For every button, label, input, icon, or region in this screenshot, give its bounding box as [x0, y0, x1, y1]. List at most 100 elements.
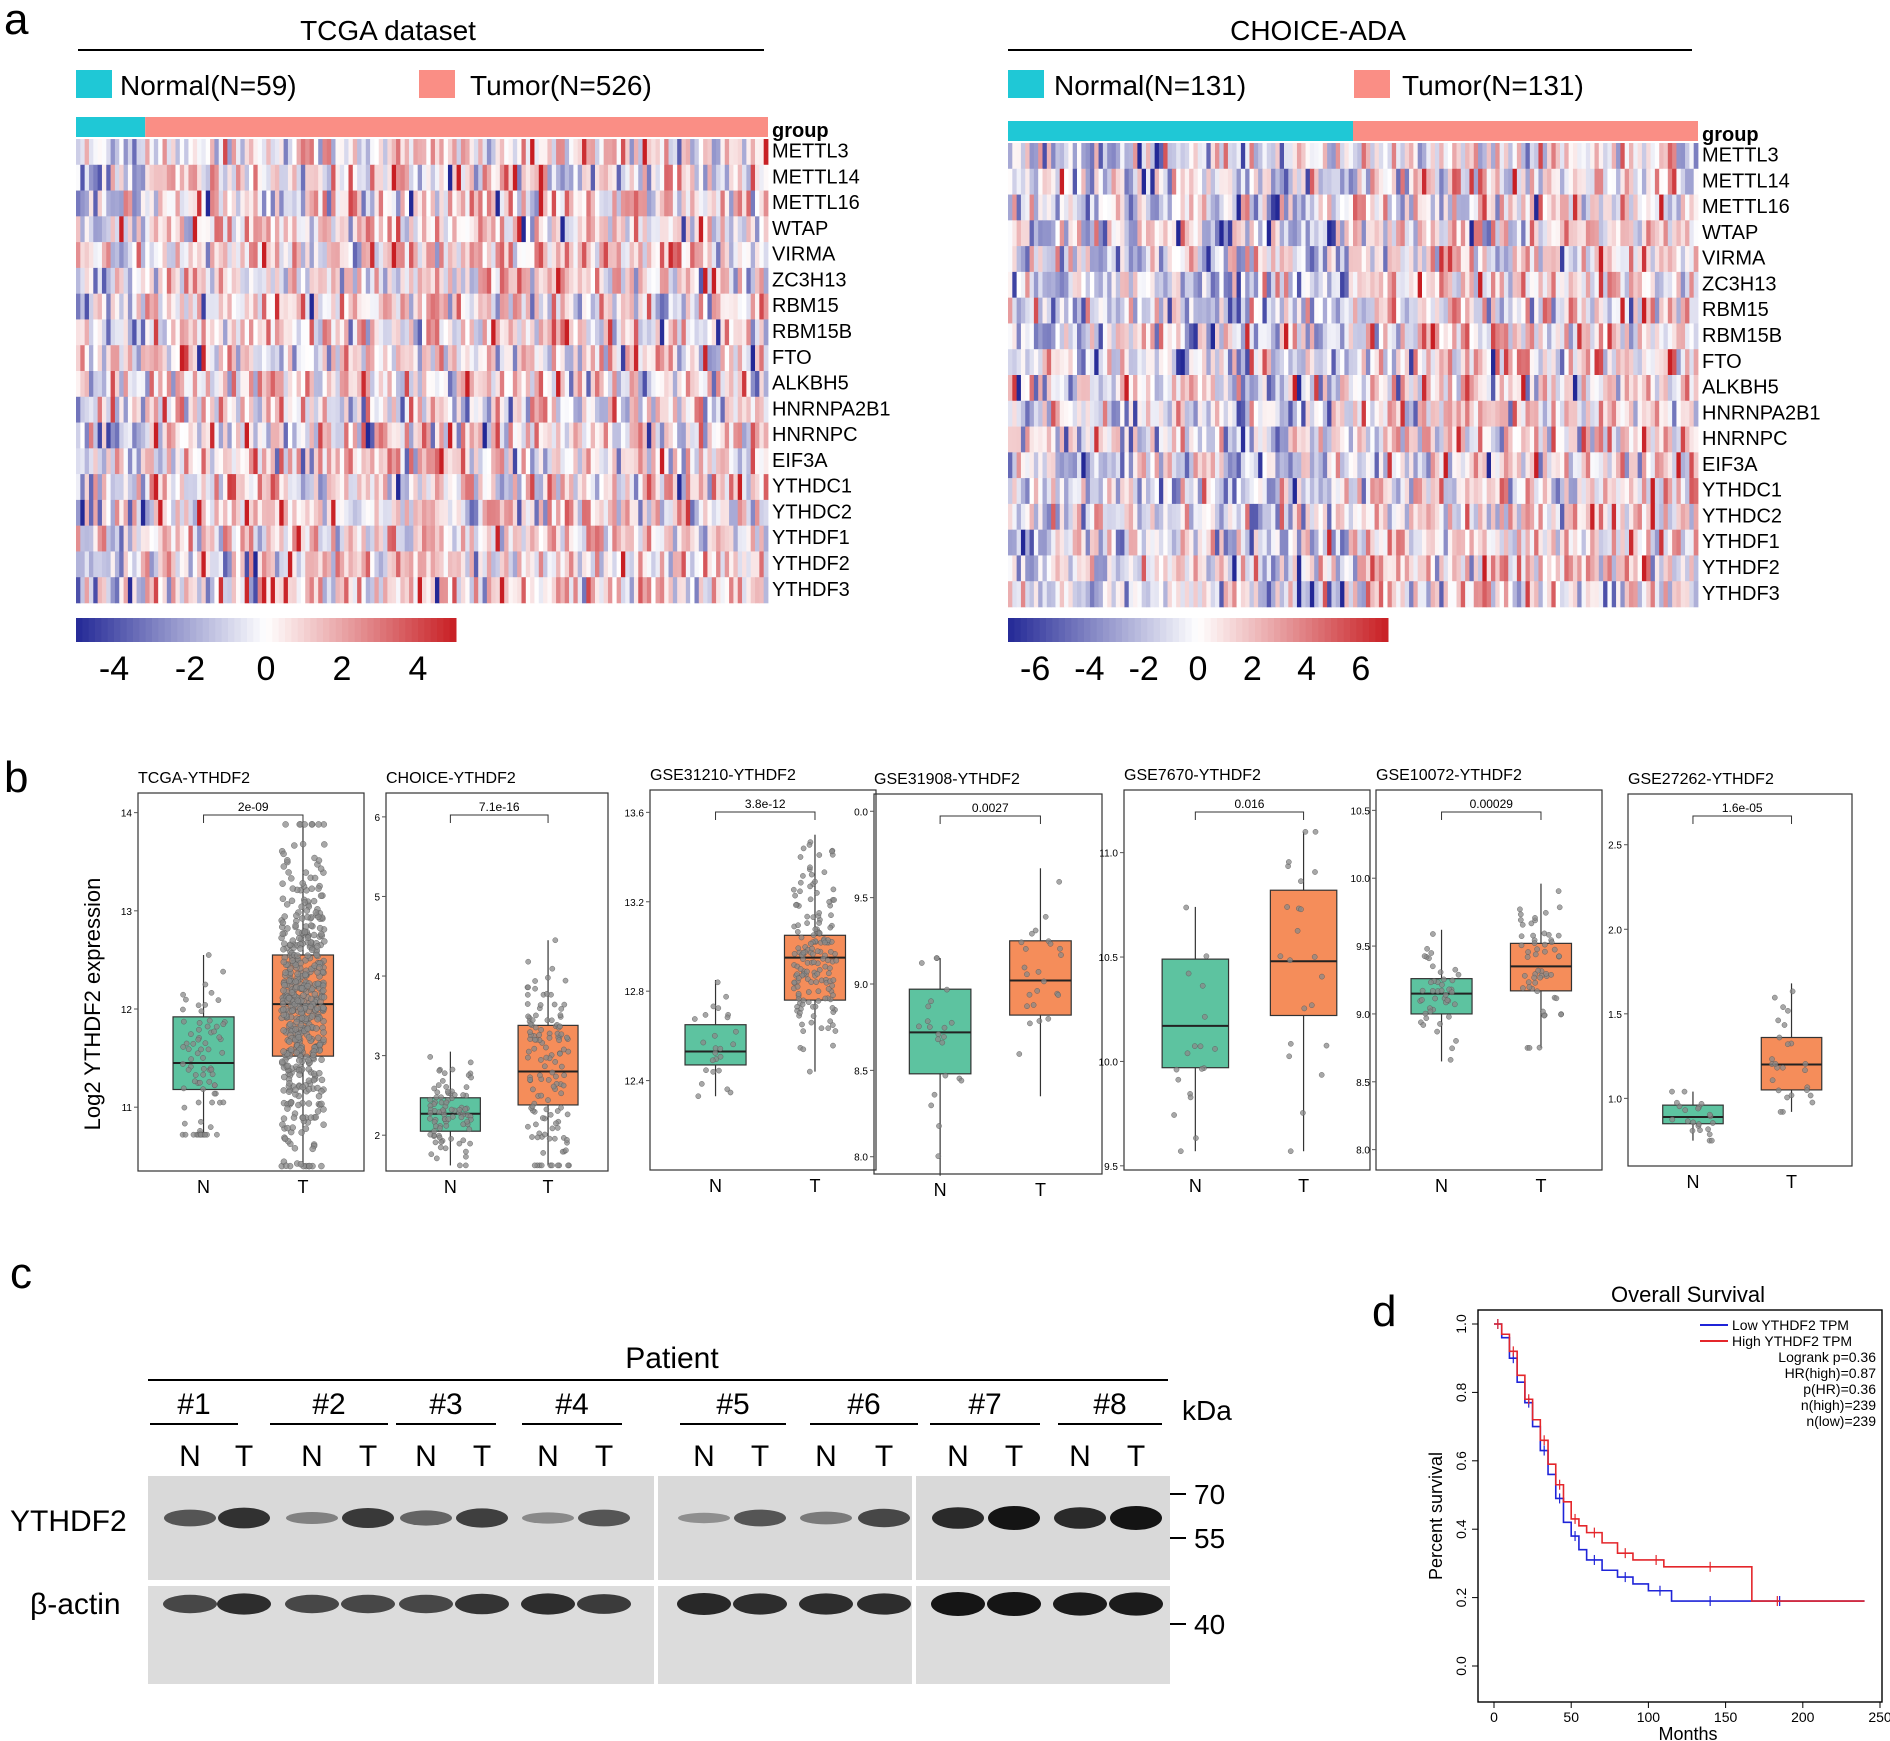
heatmap-cell	[1456, 220, 1462, 247]
heatmap-cell	[318, 448, 323, 475]
heatmap-cell	[478, 551, 483, 578]
heatmap-cell	[495, 551, 501, 578]
heatmap-cell	[1331, 220, 1337, 247]
heatmap-cell	[491, 474, 496, 501]
heatmap-cell	[1594, 220, 1600, 247]
heatmap-cell	[1288, 400, 1294, 427]
heatmap-cell	[595, 577, 600, 604]
heatmap-cell	[1301, 323, 1306, 350]
heatmap-cell	[370, 371, 375, 398]
heatmap-cell	[482, 242, 488, 269]
heatmap-cell	[577, 474, 583, 501]
heatmap-cell	[1055, 220, 1061, 247]
heatmap-cell	[1309, 375, 1315, 402]
heatmap-cell	[651, 345, 656, 372]
heatmap-cell	[1215, 168, 1220, 195]
heatmap-cell	[292, 267, 297, 294]
heatmap-cell	[694, 267, 700, 294]
heatmap-cell	[1206, 220, 1212, 247]
heatmap-cell	[508, 139, 514, 166]
heatmap-cell	[495, 448, 501, 475]
heatmap-cell	[1581, 297, 1587, 324]
heatmap-cell	[110, 190, 116, 217]
heatmap-cell	[1111, 271, 1117, 298]
heatmap-cell	[694, 319, 700, 346]
heatmap-cell	[1396, 349, 1401, 376]
heatmap-cell	[76, 345, 81, 372]
heatmap-cell	[231, 242, 237, 269]
heatmap-cell	[305, 139, 310, 166]
heatmap-cell	[1624, 194, 1630, 221]
heatmap-cell	[249, 422, 254, 449]
heatmap-cell	[1538, 323, 1544, 350]
heatmap-cell	[426, 551, 432, 578]
colorbar-segment	[221, 618, 229, 642]
heatmap-cell	[1689, 220, 1695, 247]
heatmap-cell	[413, 499, 419, 526]
heatmap-cell	[1525, 143, 1531, 170]
heatmap-cell	[326, 267, 332, 294]
heatmap-cell	[1318, 220, 1324, 247]
heatmap-cell	[210, 139, 215, 166]
heatmap-cell	[733, 139, 739, 166]
heatmap-cell	[707, 448, 713, 475]
heatmap-cell	[119, 216, 124, 243]
heatmap-cell	[1258, 452, 1263, 479]
heatmap-cell	[612, 577, 618, 604]
heatmap-cell	[292, 474, 297, 501]
heatmap-cell	[1072, 426, 1078, 453]
heatmap-cell	[409, 139, 414, 166]
heatmap-cell	[287, 319, 293, 346]
heatmap-cell	[1616, 168, 1621, 195]
heatmap-cell	[733, 396, 739, 423]
heatmap-cell	[547, 577, 553, 604]
heatmap-cell	[1068, 426, 1074, 453]
heatmap-cell	[1521, 400, 1526, 427]
heatmap-cell	[1115, 349, 1121, 376]
heatmap-cell	[460, 242, 466, 269]
heatmap-cell	[1068, 452, 1074, 479]
heatmap-cell	[244, 371, 250, 398]
heatmap-cell	[612, 216, 618, 243]
heatmap-cell	[668, 216, 674, 243]
heatmap-cell	[383, 448, 388, 475]
heatmap-cell	[763, 474, 769, 501]
heatmap-cell	[158, 242, 163, 269]
heatmap-title: CHOICE-ADA	[1230, 15, 1406, 46]
heatmap-cell	[1482, 220, 1488, 247]
heatmap-cell	[123, 164, 129, 191]
heatmap-cell	[305, 422, 310, 449]
heatmap-cell	[93, 139, 99, 166]
heatmap-cell	[473, 319, 479, 346]
heatmap-cell	[283, 242, 289, 269]
heatmap-cell	[1357, 220, 1363, 247]
heatmap-cell	[478, 164, 483, 191]
heatmap-cell	[331, 139, 336, 166]
heatmap-cell	[223, 422, 228, 449]
heatmap-cell	[646, 139, 652, 166]
heatmap-cell	[1025, 168, 1030, 195]
heatmap-cell	[486, 577, 492, 604]
heatmap-cell	[521, 577, 527, 604]
heatmap-cell	[97, 525, 103, 552]
heatmap-cell	[556, 319, 561, 346]
heatmap-cell	[101, 319, 107, 346]
heatmap-cell	[642, 164, 648, 191]
heatmap-cell	[1482, 194, 1488, 221]
heatmap-cell	[1478, 194, 1483, 221]
heatmap-cell	[1676, 375, 1682, 402]
heatmap-cell	[616, 216, 622, 243]
heatmap-cell	[1629, 246, 1634, 273]
heatmap-cell	[582, 499, 587, 526]
heatmap-cell	[716, 371, 721, 398]
heatmap-cell	[560, 216, 566, 243]
heatmap-cell	[1460, 426, 1466, 453]
heatmap-cell	[179, 242, 185, 269]
heatmap-cell	[573, 267, 579, 294]
heatmap-cell	[149, 164, 155, 191]
heatmap-cell	[1284, 452, 1289, 479]
heatmap-cell	[175, 139, 181, 166]
heatmap-cell	[1525, 271, 1531, 298]
heatmap-cell	[473, 474, 479, 501]
heatmap-cell	[422, 422, 427, 449]
